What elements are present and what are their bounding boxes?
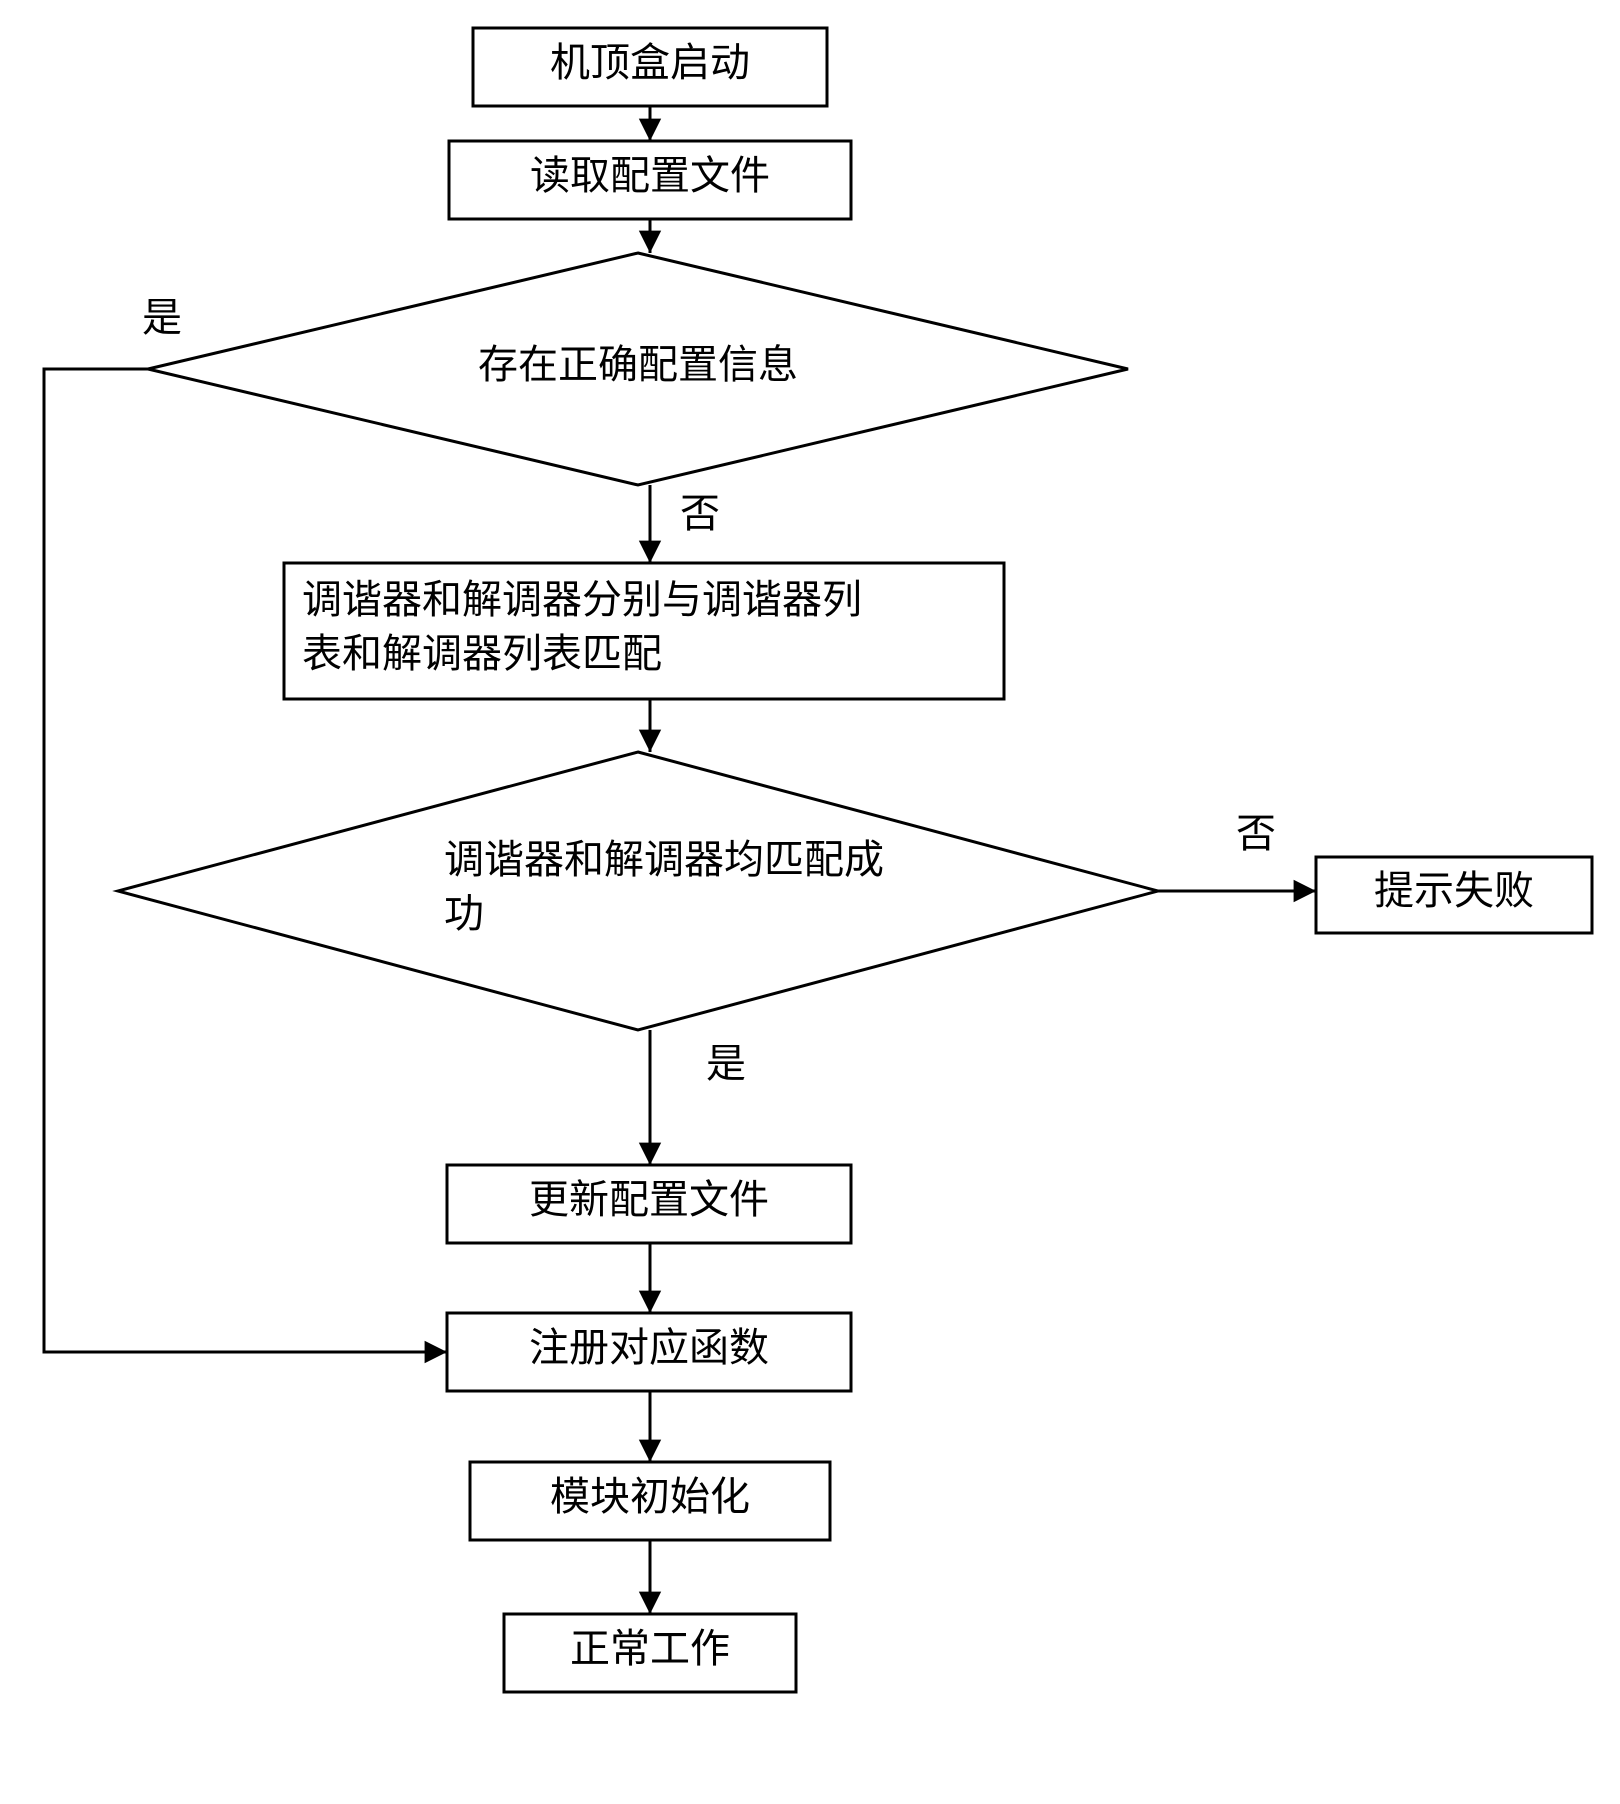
node-label: 功 (444, 891, 484, 936)
edge-label: 是 (706, 1041, 746, 1086)
node-label: 读取配置文件 (530, 153, 770, 198)
node-label: 调谐器和解调器均匹配成 (444, 837, 884, 882)
node-label: 正常工作 (570, 1626, 730, 1671)
flow-node-decision (118, 752, 1158, 1030)
node-label: 存在正确配置信息 (478, 342, 798, 387)
node-label: 表和解调器列表匹配 (302, 631, 662, 676)
node-label: 模块初始化 (550, 1474, 750, 1519)
edge-label: 否 (1236, 811, 1276, 856)
node-label: 机顶盒启动 (550, 40, 750, 85)
edge-label: 否 (680, 491, 720, 536)
node-label: 注册对应函数 (529, 1325, 769, 1370)
node-label: 更新配置文件 (529, 1177, 769, 1222)
node-label: 提示失败 (1374, 868, 1534, 913)
node-label: 调谐器和解调器分别与调谐器列 (302, 577, 862, 622)
edge-label: 是 (142, 295, 182, 340)
